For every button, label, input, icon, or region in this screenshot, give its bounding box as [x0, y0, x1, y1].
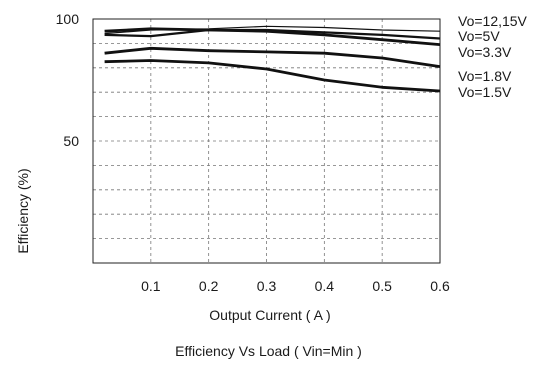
series-line: [104, 46, 441, 68]
series-label: Vo=3.3V: [458, 44, 512, 60]
series-label: Vo=12,15V: [458, 13, 528, 29]
x-tick-label: 0.6: [430, 278, 450, 294]
y-tick-labels: 100 50: [56, 11, 80, 149]
series-label: Vo=5V: [458, 28, 500, 44]
series-line: [104, 27, 441, 46]
plot-frame: [92, 18, 441, 264]
x-tick-label: 0.5: [372, 278, 392, 294]
series-line: [104, 59, 441, 93]
x-tick-labels: 0.1 0.2 0.3 0.4 0.5 0.6: [141, 278, 450, 294]
x-tick-label: 0.2: [199, 278, 219, 294]
x-tick-label: 0.1: [141, 278, 161, 294]
x-tick-label: 0.4: [315, 278, 335, 294]
chart-title: Efficiency Vs Load ( Vin=Min ): [175, 343, 362, 359]
x-axis-label: Output Current ( A ): [209, 307, 330, 323]
series-lines: [104, 25, 441, 93]
x-tick-label: 0.3: [257, 278, 277, 294]
series-label: Vo=1.8V: [458, 68, 512, 84]
y-axis-label: Efficiency (%): [15, 168, 31, 253]
grid-lines: [93, 19, 440, 263]
y-tick-label: 100: [56, 11, 80, 27]
y-tick-label: 50: [63, 133, 79, 149]
series-label: Vo=1.5V: [458, 84, 512, 100]
